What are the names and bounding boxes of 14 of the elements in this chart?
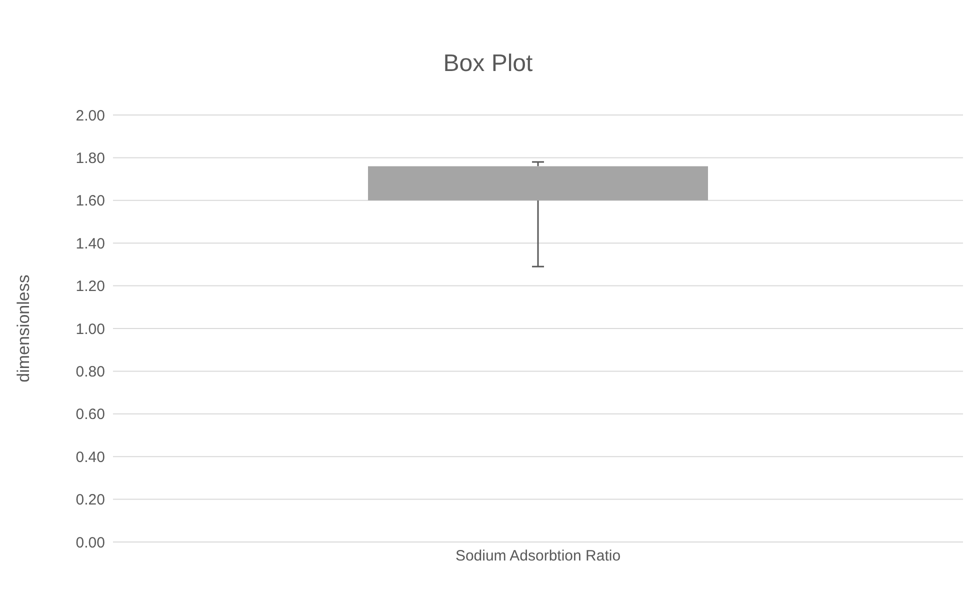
y-tick-label: 1.00 xyxy=(76,320,105,338)
y-tick-label: 0.40 xyxy=(76,448,105,466)
y-tick-label: 1.80 xyxy=(76,150,105,168)
y-axis-title: dimensionless xyxy=(14,274,34,382)
y-tick-label: 0.60 xyxy=(76,406,105,424)
y-tick-label: 1.60 xyxy=(76,192,105,210)
y-tick-label: 0.80 xyxy=(76,364,105,381)
y-tick-label: 1.20 xyxy=(76,278,105,296)
y-tick-label: 2.00 xyxy=(76,107,105,124)
chart-title: Box Plot xyxy=(442,49,534,79)
y-tick-label: 0.20 xyxy=(76,492,105,509)
y-tick-label: 0.00 xyxy=(76,534,105,552)
x-tick-label: Sodium Adsorbtion Ratio xyxy=(455,548,621,565)
y-tick-label: 1.40 xyxy=(76,235,105,252)
